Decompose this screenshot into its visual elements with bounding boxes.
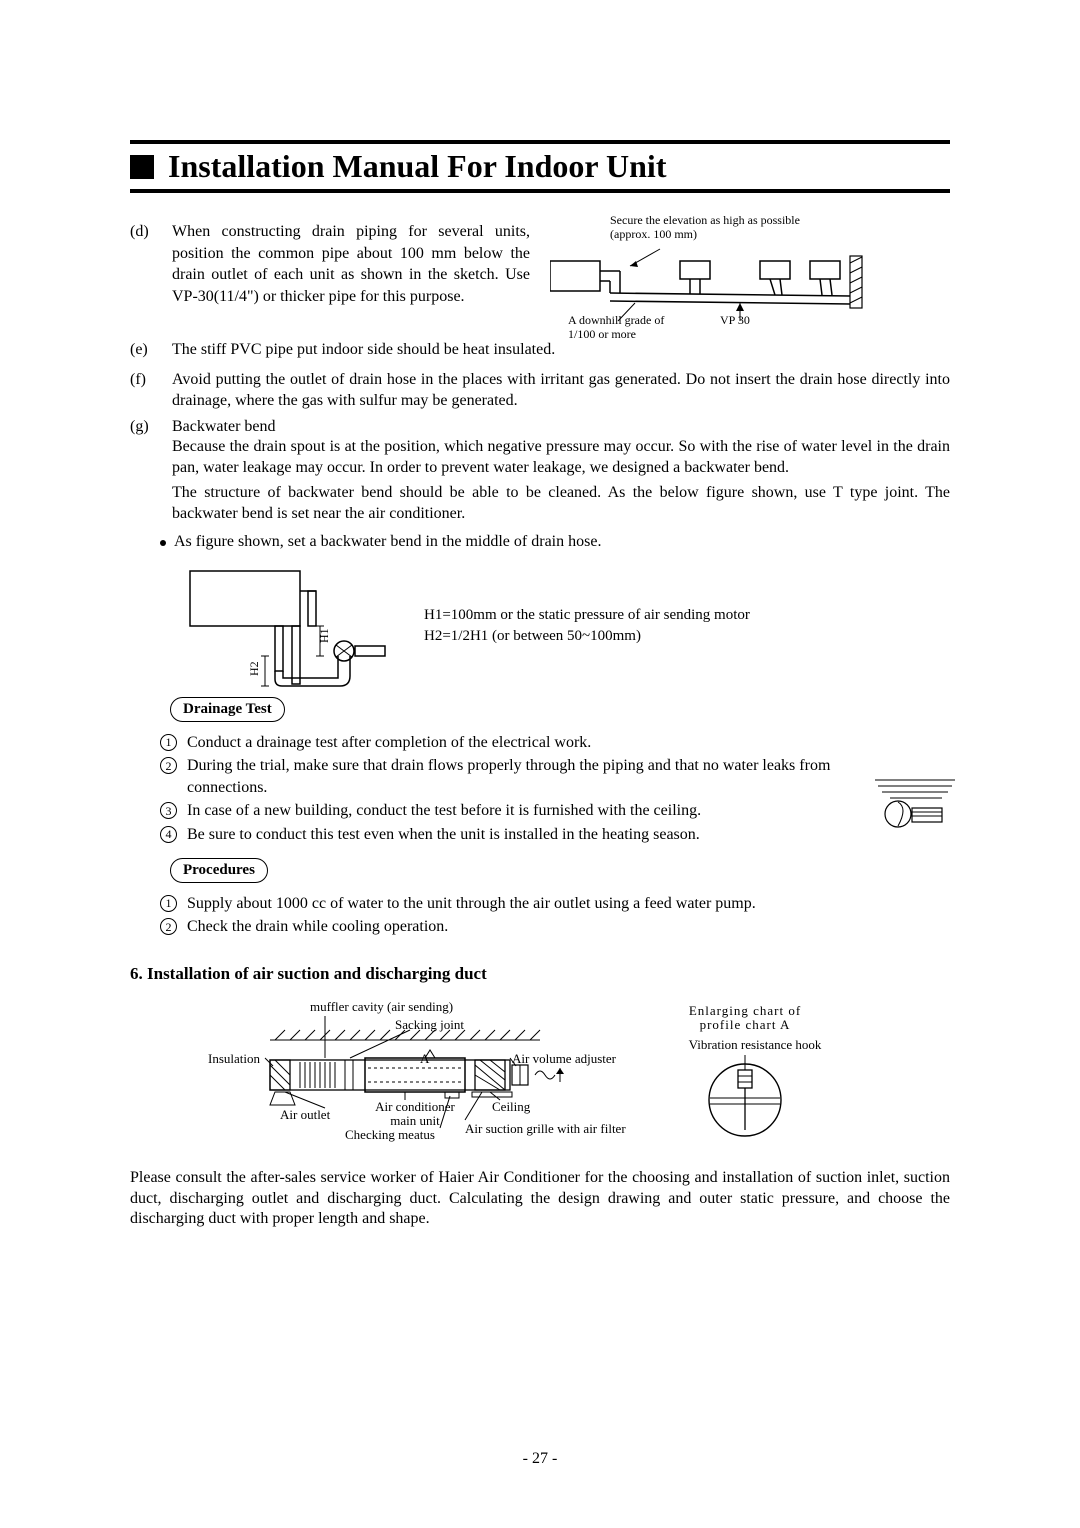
procedures-list: 1 Supply about 1000 cc of water to the u…	[130, 893, 950, 938]
item-f-label: (f)	[130, 369, 158, 412]
circled-2-icon: 2	[160, 757, 177, 774]
circled-1-icon: 1	[160, 734, 177, 751]
drainage-n3: In case of a new building, conduct the t…	[187, 800, 701, 822]
circled-4-icon: 4	[160, 826, 177, 843]
lbl-airoutlet: Air outlet	[280, 1108, 330, 1122]
drainage-item-4: 4 Be sure to conduct this test even when…	[160, 824, 950, 846]
procedures-label: Procedures	[170, 858, 268, 883]
backwater-note2: H2=1/2H1 (or between 50~100mm)	[424, 626, 750, 647]
item-g-body: Backwater bend Because the drain spout i…	[172, 416, 950, 525]
item-f: (f) Avoid putting the outlet of drain ho…	[130, 369, 950, 412]
item-g-heading: Backwater bend	[172, 416, 950, 438]
procedure-item-2: 2 Check the drain while cooling operatio…	[160, 916, 950, 938]
backwater-notes: H1=100mm or the static pressure of air s…	[424, 605, 750, 647]
lbl-hook: Vibration resistance hook	[680, 1038, 830, 1052]
drainage-test-label: Drainage Test	[170, 697, 285, 722]
item-e-text: The stiff PVC pipe put indoor side shoul…	[172, 339, 602, 361]
bullet-g-text: As figure shown, set a backwater bend in…	[174, 533, 601, 551]
fig1-vp30: VP 30	[720, 313, 750, 327]
title-block: Installation Manual For Indoor Unit	[130, 140, 950, 193]
figure-backwater-bend: H1 H2 H1=100mm or the static pressure of…	[180, 561, 950, 691]
section6-heading: 6. Installation of air suction and disch…	[130, 964, 950, 984]
pump-icon-svg	[870, 772, 960, 832]
bullet-dot-icon	[160, 540, 166, 546]
item-g-p2: The structure of backwater bend should b…	[172, 483, 950, 525]
item-d-text: When constructing drain piping for sever…	[172, 221, 530, 327]
page-title: Installation Manual For Indoor Unit	[168, 148, 666, 185]
item-e: (e) The stiff PVC pipe put indoor side s…	[130, 339, 950, 361]
procedure-item-1: 1 Supply about 1000 cc of water to the u…	[160, 893, 950, 915]
drainage-test-list: 1 Conduct a drainage test after completi…	[130, 732, 950, 846]
circled-1b-icon: 1	[160, 895, 177, 912]
lbl-sacking: Sacking joint	[395, 1018, 464, 1032]
item-g-p1: Because the drain spout is at the positi…	[172, 437, 950, 479]
item-g-label: (g)	[130, 416, 158, 525]
h1-dim-label: H1	[317, 628, 331, 643]
section6-para: Please consult the after-sales service w…	[130, 1168, 950, 1230]
lbl-a: A	[420, 1052, 429, 1066]
circled-2b-icon: 2	[160, 918, 177, 935]
item-f-text: Avoid putting the outlet of drain hose i…	[172, 369, 950, 412]
drainage-item-1: 1 Conduct a drainage test after completi…	[160, 732, 950, 754]
drainage-n4: Be sure to conduct this test even when t…	[187, 824, 700, 846]
item-d-label: (d)	[130, 221, 158, 327]
drainage-item-2: 2 During the trial, make sure that drain…	[160, 755, 950, 798]
title-rule-bottom	[130, 189, 950, 193]
procedures-n1: Supply about 1000 cc of water to the uni…	[187, 893, 756, 915]
lbl-mainunit: Air conditioner main unit	[370, 1100, 460, 1129]
lbl-checking: Checking meatus	[345, 1128, 435, 1142]
circled-3-icon: 3	[160, 802, 177, 819]
page-number: - 27 -	[0, 1450, 1080, 1468]
lbl-ceiling: Ceiling	[492, 1100, 530, 1114]
title-rule-top	[130, 140, 950, 144]
drainage-item-3: 3 In case of a new building, conduct the…	[160, 800, 950, 822]
item-d-row: (d) When constructing drain piping for s…	[130, 221, 950, 331]
item-e-label: (e)	[130, 339, 158, 361]
title-row: Installation Manual For Indoor Unit	[130, 146, 950, 187]
item-g: (g) Backwater bend Because the drain spo…	[130, 416, 950, 525]
backwater-note1: H1=100mm or the static pressure of air s…	[424, 605, 750, 626]
figure-duct: muffler cavity (air sending) Sacking joi…	[190, 1000, 890, 1150]
procedures-n2: Check the drain while cooling operation.	[187, 916, 448, 938]
item-d: (d) When constructing drain piping for s…	[130, 221, 530, 327]
lbl-insulation: Insulation	[208, 1052, 260, 1066]
drainage-n2: During the trial, make sure that drain f…	[187, 755, 907, 798]
lbl-grille: Air suction grille with air filter	[465, 1122, 626, 1136]
h2-dim-label: H2	[247, 661, 261, 676]
bullet-g: As figure shown, set a backwater bend in…	[160, 533, 950, 551]
lbl-muffler: muffler cavity (air sending)	[310, 1000, 453, 1014]
lbl-volume: Air volume adjuster	[512, 1052, 616, 1066]
drainage-n1: Conduct a drainage test after completion…	[187, 732, 591, 754]
title-bullet-square	[130, 155, 154, 179]
diagram-drain-piping: Secure the elevation as high as possible…	[550, 221, 950, 331]
fig1-caption-downhill: A downhill grade of 1/100 or more	[568, 313, 688, 342]
page-number-value: 27	[532, 1450, 548, 1467]
lbl-enlarge: Enlarging chart of profile chart A	[680, 1004, 810, 1033]
backwater-svg: H1 H2	[180, 561, 400, 691]
fig1-caption-top: Secure the elevation as high as possible…	[610, 213, 840, 242]
